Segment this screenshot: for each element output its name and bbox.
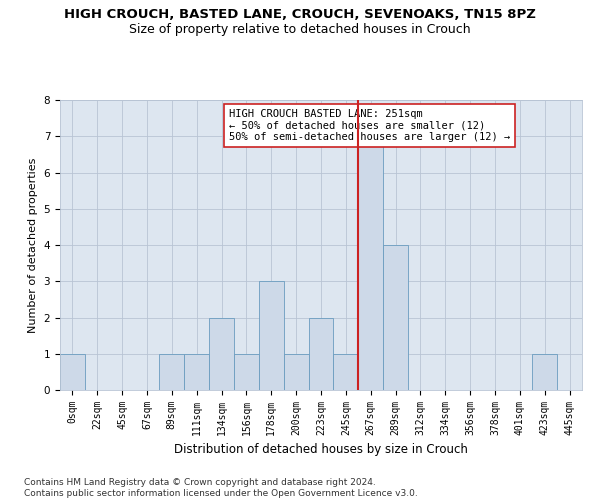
Bar xyxy=(234,354,259,390)
Text: Distribution of detached houses by size in Crouch: Distribution of detached houses by size … xyxy=(174,442,468,456)
Bar xyxy=(532,354,557,390)
Bar xyxy=(259,281,284,390)
Bar xyxy=(383,245,408,390)
Bar xyxy=(308,318,334,390)
Text: Contains HM Land Registry data © Crown copyright and database right 2024.
Contai: Contains HM Land Registry data © Crown c… xyxy=(24,478,418,498)
Bar xyxy=(334,354,358,390)
Bar xyxy=(358,136,383,390)
Bar xyxy=(60,354,85,390)
Text: HIGH CROUCH, BASTED LANE, CROUCH, SEVENOAKS, TN15 8PZ: HIGH CROUCH, BASTED LANE, CROUCH, SEVENO… xyxy=(64,8,536,20)
Bar xyxy=(209,318,234,390)
Bar xyxy=(184,354,209,390)
Bar xyxy=(284,354,308,390)
Bar xyxy=(160,354,184,390)
Text: HIGH CROUCH BASTED LANE: 251sqm
← 50% of detached houses are smaller (12)
50% of: HIGH CROUCH BASTED LANE: 251sqm ← 50% of… xyxy=(229,109,510,142)
Y-axis label: Number of detached properties: Number of detached properties xyxy=(28,158,38,332)
Text: Size of property relative to detached houses in Crouch: Size of property relative to detached ho… xyxy=(129,22,471,36)
